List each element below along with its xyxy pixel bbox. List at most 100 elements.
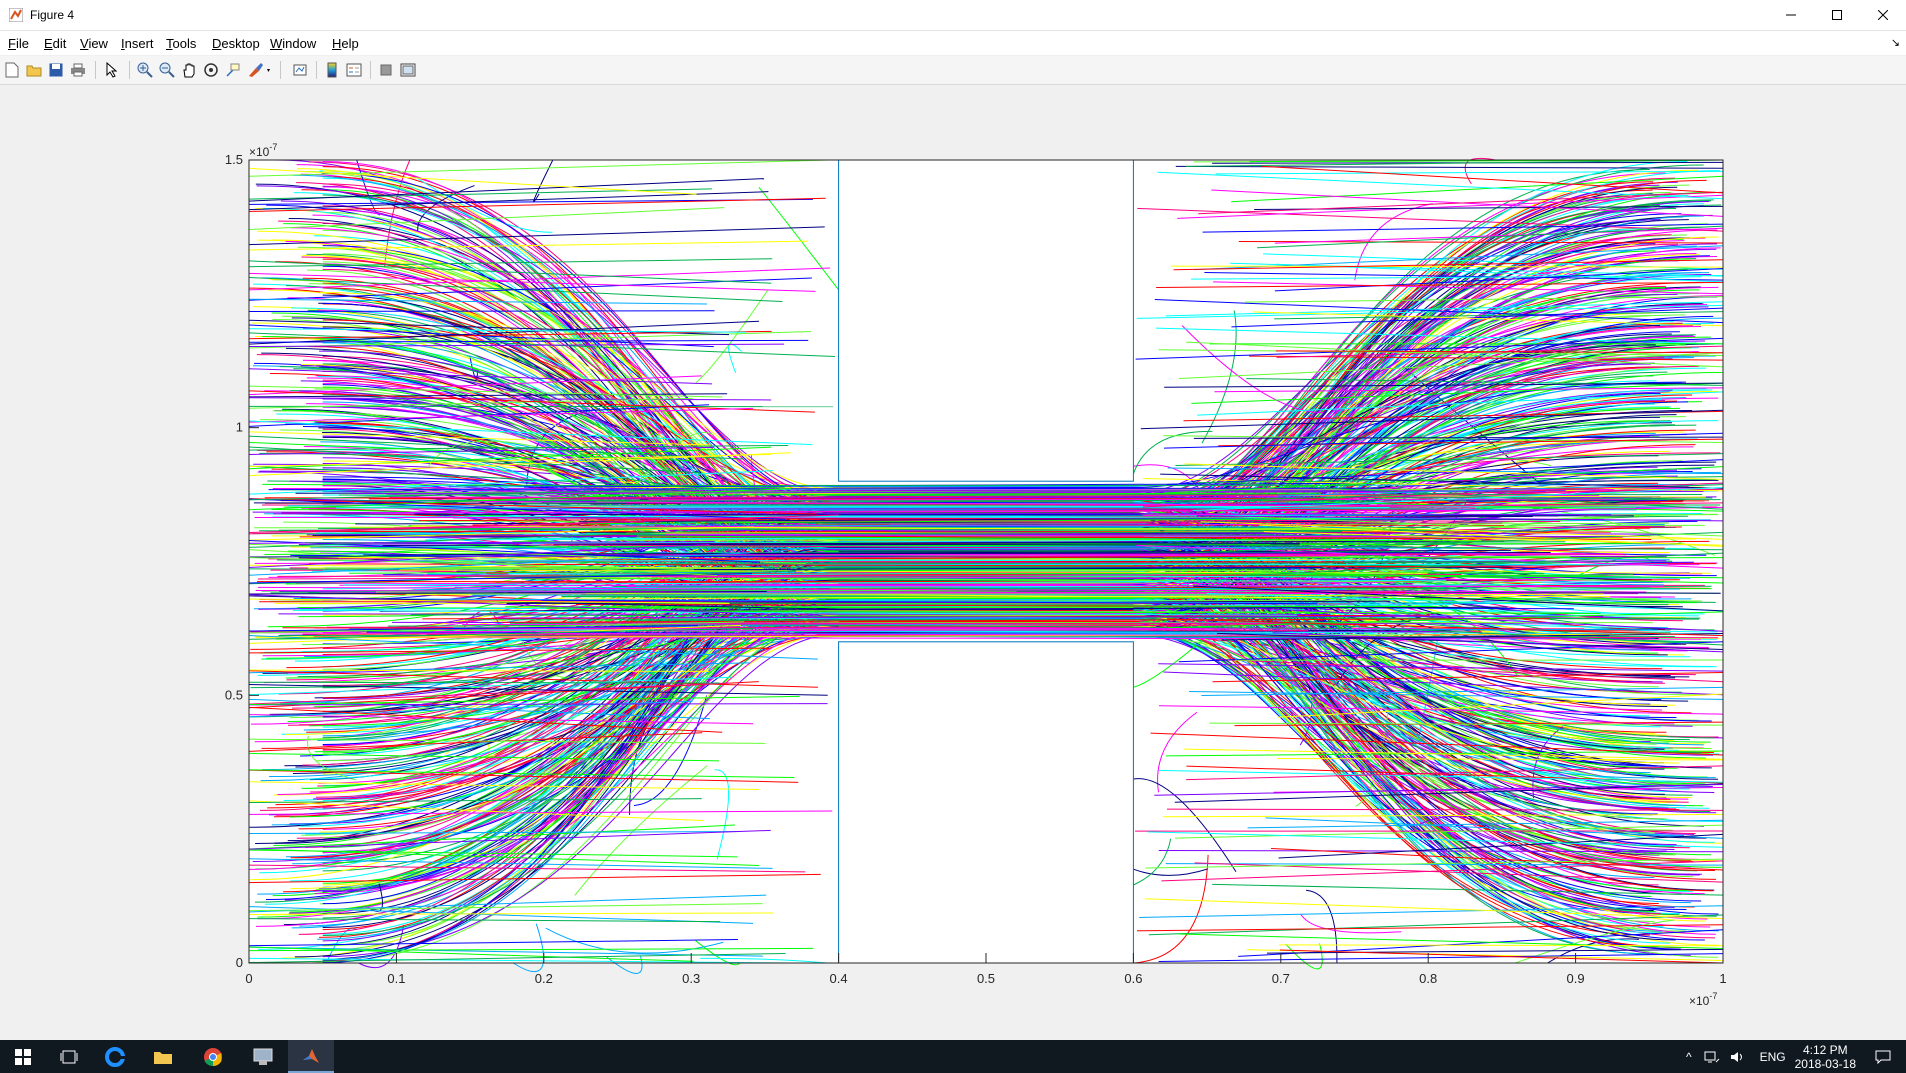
trajectory-plot[interactable]: 0 0.1 0.2 0.3 0.4 0.5 0.6 0.7 0.8 0.9 1 0 0.5 1 1.5 ×1…: [1, 85, 1905, 1040]
menu-edit[interactable]: Edit: [44, 36, 67, 51]
menu-file[interactable]: File: [8, 36, 29, 51]
trajectory-line: [1252, 311, 1724, 327]
edit-plot-button[interactable]: [102, 60, 122, 80]
minimize-button[interactable]: [1768, 0, 1814, 30]
trajectory-line: [248, 714, 754, 725]
menu-desktop[interactable]: Desktop: [212, 36, 260, 51]
open-file-button[interactable]: [24, 60, 44, 80]
maximize-button[interactable]: [1814, 0, 1860, 30]
trajectory-line: [248, 662, 751, 674]
insert-legend-button[interactable]: [344, 60, 364, 80]
y-tick-label: 0.5: [225, 687, 243, 702]
trajectory-line: [1257, 225, 1724, 249]
trajectory-line: [248, 486, 785, 501]
matlab-taskbar-button[interactable]: [288, 1040, 334, 1073]
network-icon[interactable]: [1704, 1050, 1720, 1064]
settings-app-icon: [253, 1048, 273, 1065]
trajectory-line: [602, 516, 1463, 519]
matlab-figure-icon: [9, 8, 23, 22]
show-plot-tools-icon: [400, 63, 416, 77]
trajectory-line: [248, 330, 772, 340]
print-button[interactable]: [68, 60, 88, 80]
trajectory-line: [1215, 658, 1724, 683]
show-hidden-icons-icon[interactable]: ^: [1686, 1049, 1692, 1064]
trajectory-line: [700, 957, 828, 964]
save-button[interactable]: [46, 60, 66, 80]
trajectory-lines: [248, 157, 1724, 974]
trajectory-line: [248, 197, 826, 212]
trajectory-line: [1142, 478, 1724, 492]
clock[interactable]: 4:12 PM 2018-03-18: [1795, 1043, 1856, 1071]
start-button[interactable]: [0, 1040, 46, 1073]
trajectory-line: [248, 627, 755, 640]
trajectory-line: [1252, 621, 1724, 646]
file-explorer-button[interactable]: [140, 1040, 186, 1073]
language-indicator[interactable]: ENG: [1759, 1049, 1786, 1064]
trajectory-line: [363, 549, 1512, 556]
menu-view[interactable]: View: [80, 36, 108, 51]
trajectory-line: [1417, 816, 1505, 839]
trajectory-line: [758, 186, 839, 291]
data-cursor-button[interactable]: [223, 60, 243, 80]
menu-window[interactable]: Window: [270, 36, 317, 51]
new-figure-button[interactable]: [2, 60, 22, 80]
zoom-out-button[interactable]: [157, 60, 177, 80]
menu-insert[interactable]: Insert: [121, 36, 154, 51]
trajectory-line: [1266, 948, 1724, 954]
settings-app-button[interactable]: [240, 1040, 286, 1073]
trajectory-line: [1158, 663, 1724, 672]
save-icon: [49, 63, 63, 77]
trajectory-line: [503, 496, 1661, 499]
trajectory-line: [1212, 671, 1724, 683]
zoom-out-icon: [159, 62, 175, 78]
trajectory-line: [1261, 165, 1724, 194]
trajectory-line: [248, 368, 712, 385]
trajectory-line: [1258, 640, 1352, 720]
task-view-button[interactable]: [46, 1040, 92, 1073]
menu-tools[interactable]: Tools: [166, 36, 197, 51]
obstacle-region: [838, 159, 1134, 482]
trajectory-line: [1185, 159, 1724, 167]
action-center-button[interactable]: [1860, 1040, 1906, 1073]
trajectory-line: [488, 583, 1601, 590]
menu-help[interactable]: Help: [332, 36, 359, 51]
x-tick-label: 0.3: [682, 971, 700, 986]
trajectory-line: [1163, 432, 1724, 449]
chrome-button[interactable]: [190, 1040, 236, 1073]
trajectory-line: [248, 320, 760, 345]
trajectory-line: [645, 505, 1637, 511]
show-plot-tools-button[interactable]: [398, 60, 418, 80]
trajectory-line: [248, 240, 809, 251]
trajectory-line: [248, 375, 702, 396]
trajectory-line: [248, 824, 735, 850]
trajectory-line: [248, 564, 764, 569]
trajectory-line: [248, 260, 772, 284]
trajectory-line: [838, 634, 1700, 876]
trajectory-line: [248, 452, 791, 477]
trajectory-line: [1173, 259, 1724, 271]
pan-icon: [183, 63, 195, 78]
trajectory-line: [248, 681, 720, 684]
volume-icon[interactable]: [1730, 1050, 1746, 1064]
zoom-in-button[interactable]: [135, 60, 155, 80]
trajectory-line: [308, 593, 1301, 595]
trajectory-line: [1235, 515, 1724, 537]
trajectory-line: [1171, 265, 1724, 268]
trajectory-line: [1154, 784, 1724, 796]
trajectory-line: [248, 557, 694, 571]
close-icon: [1878, 10, 1888, 20]
insert-colorbar-button[interactable]: [322, 60, 342, 80]
trajectory-line: [248, 769, 795, 779]
link-plot-button[interactable]: [290, 60, 310, 80]
brush-button[interactable]: [246, 60, 274, 80]
hide-plot-tools-button[interactable]: [376, 60, 396, 80]
edge-button[interactable]: [92, 1040, 138, 1073]
trajectory-line: [248, 946, 694, 962]
dock-figure-icon[interactable]: ↘: [1890, 37, 1900, 49]
close-button[interactable]: [1860, 0, 1906, 30]
trajectory-line: [1231, 307, 1724, 328]
pan-button[interactable]: [179, 60, 199, 80]
trajectory-line: [1238, 929, 1724, 957]
rotate-button[interactable]: [201, 60, 221, 80]
trajectory-line: [1177, 194, 1724, 219]
